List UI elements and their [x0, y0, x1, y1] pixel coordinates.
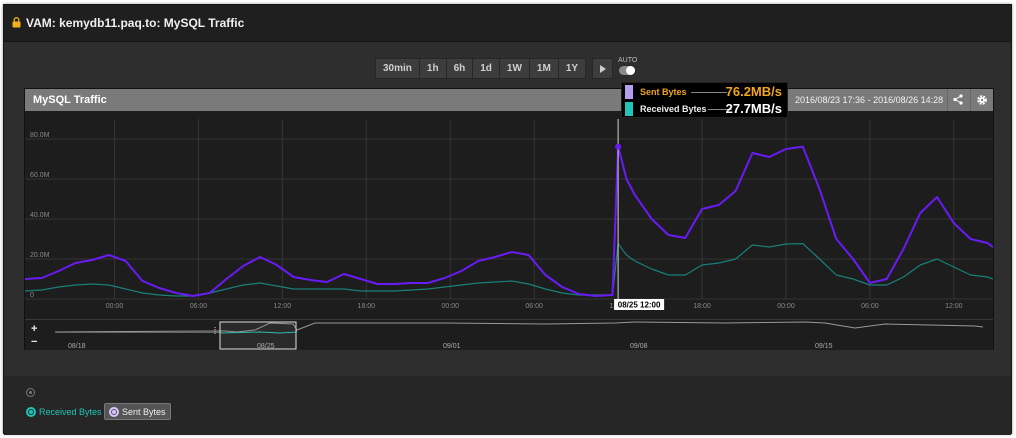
x-tick-label: 00:00 — [106, 303, 124, 310]
chart-panel: MySQL Traffic 2016/08/23 17:36 - 2016/08… — [24, 88, 994, 350]
x-tick-label: 12:00 — [274, 303, 292, 310]
chart-series — [25, 145, 993, 297]
y-tick-label: 20.0M — [30, 252, 50, 259]
navigator-label: 09/15 — [815, 343, 833, 350]
toggle-knob — [626, 66, 635, 75]
legend-item-sent-bytes[interactable]: Sent Bytes — [104, 403, 171, 420]
gear-icon — [977, 95, 987, 105]
y-tick-label: 40.0M — [30, 212, 50, 219]
navigator-overview: 08/18 08/25 09/01 09/08 09/15 — [54, 321, 984, 350]
x-tick-label: 00:00 — [777, 303, 795, 310]
x-tick-label: 00:00 — [441, 303, 459, 310]
hover-marker: 08/25 12:00 — [614, 119, 665, 310]
legend-dot-icon — [109, 406, 119, 417]
play-button[interactable] — [592, 58, 613, 79]
timeframe-6h-button[interactable]: 6h — [445, 58, 473, 79]
timeframe-1d-button[interactable]: 1d — [472, 58, 499, 79]
title-bar: VAM: kemydb11.paq.to: MySQL Traffic — [4, 5, 1011, 42]
panel-title: MySQL Traffic — [33, 94, 107, 106]
chart-grid — [25, 119, 993, 300]
legend-label: Received Bytes — [39, 406, 102, 417]
play-icon — [600, 65, 606, 73]
auto-refresh-toggle[interactable] — [619, 66, 635, 75]
navigator-label: 09/08 — [630, 343, 648, 350]
app-window: VAM: kemydb11.paq.to: MySQL Traffic 30mi… — [3, 4, 1012, 435]
hover-time-label: 08/25 12:00 — [618, 301, 661, 310]
tooltip-value: 27.7MB/s — [725, 101, 782, 116]
navigator-label: 08/25 — [257, 343, 275, 350]
x-axis: 00:00 06:00 12:00 18:00 00:00 06:00 12:00 18:00… — [106, 303, 963, 310]
x-tick-label: 06:00 — [525, 303, 543, 310]
timeframe-1y-button[interactable]: 1Y — [557, 58, 587, 79]
y-axis: 0 20.0M 40.0M 60.0M 80.0M — [30, 132, 50, 299]
hover-point — [615, 143, 622, 150]
traffic-chart[interactable]: 0 20.0M 40.0M 60.0M 80.0M 00:00 06:00 12:00 18:… — [25, 111, 993, 319]
timeframe-1h-button[interactable]: 1h — [418, 58, 446, 79]
legend-item-received-bytes[interactable]: Received Bytes — [26, 404, 102, 419]
timeframe-selector: 30min 1h 6h 1d 1W 1M 1Y — [375, 58, 587, 79]
settings-button[interactable] — [970, 89, 994, 111]
tooltip-leader-line — [708, 109, 732, 110]
x-tick-label: 06:00 — [861, 303, 879, 310]
legend-toggle-all-icon[interactable] — [26, 388, 35, 397]
tooltip-leader-line — [691, 92, 727, 93]
tooltip-series-name: Received Bytes — [640, 104, 707, 114]
received-bytes-swatch — [625, 102, 633, 116]
time-navigator[interactable]: + − 08/18 08/25 09/01 09/08 09/15 — [25, 319, 993, 350]
share-button[interactable] — [947, 89, 967, 111]
lock-icon — [12, 17, 21, 28]
y-tick-label: 80.0M — [30, 132, 50, 139]
timeframe-30min-button[interactable]: 30min — [375, 58, 419, 79]
x-tick-label: 18:00 — [693, 303, 711, 310]
tooltip-series-name: Sent Bytes — [640, 87, 687, 97]
navigator-label: 08/18 — [68, 343, 86, 350]
share-icon — [953, 94, 963, 105]
zoom-out-button[interactable]: − — [31, 336, 38, 348]
x-tick-label: 18:00 — [358, 303, 376, 310]
timeframe-1w-button[interactable]: 1W — [498, 58, 529, 79]
navigator-label: 09/01 — [443, 343, 461, 350]
x-tick-label: 12:00 — [945, 303, 963, 310]
hover-tooltip: Sent Bytes Received Bytes 76.2MB/s 27.7M… — [621, 82, 788, 118]
y-tick-label: 0 — [30, 292, 34, 299]
date-range: 2016/08/23 17:36 - 2016/08/26 14:28 — [795, 95, 944, 105]
window-title: VAM: kemydb11.paq.to: MySQL Traffic — [26, 16, 245, 30]
sent-bytes-line — [25, 145, 993, 297]
legend-label: Sent Bytes — [122, 406, 166, 417]
timeframe-1m-button[interactable]: 1M — [528, 58, 558, 79]
y-tick-label: 60.0M — [30, 172, 50, 179]
auto-refresh-label: AUTO — [618, 57, 638, 64]
panel-header: MySQL Traffic 2016/08/23 17:36 - 2016/08… — [25, 89, 993, 111]
legend-dot-icon — [26, 406, 36, 417]
legend: Received Bytes Sent Bytes — [4, 376, 1011, 435]
sent-bytes-swatch — [625, 85, 633, 99]
x-tick-label: 06:00 — [190, 303, 208, 310]
tooltip-value: 76.2MB/s — [725, 84, 782, 99]
hover-time-badge — [614, 299, 665, 310]
zoom-in-button[interactable]: + — [31, 323, 38, 335]
